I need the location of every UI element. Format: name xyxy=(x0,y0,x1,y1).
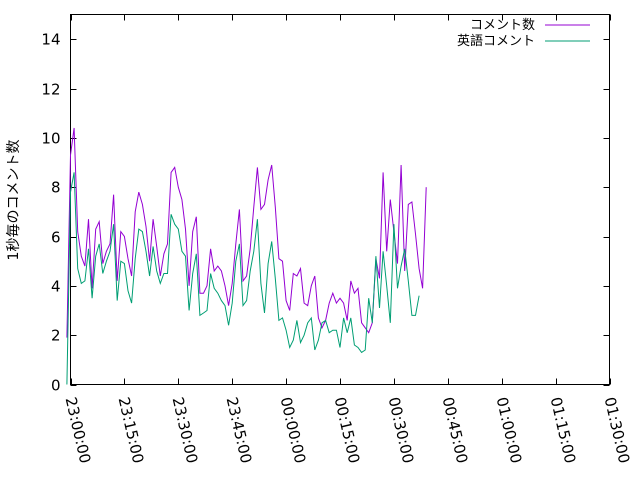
x-tick-label: 00:30:00 xyxy=(385,395,418,465)
x-tick-label: 00:45:00 xyxy=(439,395,472,465)
y-axis: 0 2 4 6 8 10 12 14 xyxy=(41,31,610,395)
series-layer xyxy=(66,127,427,385)
y-tick-label: 2 xyxy=(51,327,61,345)
x-tick-label: 23:30:00 xyxy=(169,395,202,465)
y-tick-label: 8 xyxy=(51,179,61,197)
x-tick-label: 00:00:00 xyxy=(277,395,310,465)
x-tick-label: 01:30:00 xyxy=(601,395,634,465)
y-tick-label: 14 xyxy=(41,31,60,49)
y-axis-label: 1秒毎のコメント数 xyxy=(6,140,22,261)
x-tick-label: 01:00:00 xyxy=(493,395,526,465)
y-tick-label: 4 xyxy=(51,278,61,296)
x-tick-label: 23:45:00 xyxy=(223,395,256,465)
x-tick-label: 23:15:00 xyxy=(115,395,148,465)
x-tick-label: 01:15:00 xyxy=(547,395,580,465)
y-tick-label: 0 xyxy=(51,377,61,395)
y-tick-label: 10 xyxy=(41,130,60,148)
x-tick-label: 23:00:00 xyxy=(62,395,95,465)
y-tick-label: 12 xyxy=(41,81,60,99)
x-tick-label: 00:15:00 xyxy=(331,395,364,465)
legend-label: 英語コメント xyxy=(457,33,535,49)
plot-frame xyxy=(70,14,610,385)
series-line-1 xyxy=(66,127,427,338)
y-tick-label: 6 xyxy=(51,229,61,247)
legend-label: コメント数 xyxy=(470,18,535,33)
series-line-2 xyxy=(66,172,420,385)
